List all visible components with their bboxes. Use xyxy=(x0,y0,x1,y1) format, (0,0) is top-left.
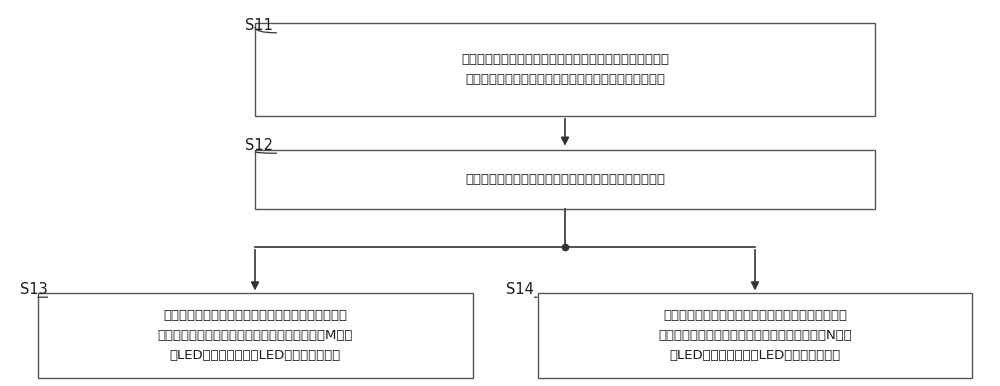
Text: 根据所述电源信号对，获取第一控制信号与第二控制信号: 根据所述电源信号对，获取第一控制信号与第二控制信号 xyxy=(465,173,665,186)
FancyBboxPatch shape xyxy=(255,149,875,209)
Text: S14: S14 xyxy=(506,282,534,297)
FancyBboxPatch shape xyxy=(538,293,972,378)
Text: S11: S11 xyxy=(245,18,273,32)
Text: 根据预设控制策略输出电源信号对；其中，所述电源信号对
用于控制所述第一光源阵列与所述第二光源矩阵交替通电: 根据预设控制策略输出电源信号对；其中，所述电源信号对 用于控制所述第一光源阵列与… xyxy=(461,53,669,86)
FancyBboxPatch shape xyxy=(255,23,875,116)
Text: S13: S13 xyxy=(20,282,48,297)
Text: 当所述第二光源阵列通电时，向所述第二光源阵列输
出所述第二控制信号，控制所述第二光源阵列中N个所
述LED元素中每个所述LED元素的亮灭方式: 当所述第二光源阵列通电时，向所述第二光源阵列输 出所述第二控制信号，控制所述第二… xyxy=(658,309,852,362)
FancyBboxPatch shape xyxy=(38,293,473,378)
Text: 当所述第一光源阵列通电时，向所述第一光源阵列输
出所述第一控制信号，控制所述第一光源阵列中M个所
述LED元素中每个所述LED元素的亮灭方式: 当所述第一光源阵列通电时，向所述第一光源阵列输 出所述第一控制信号，控制所述第一… xyxy=(157,309,353,362)
Text: S12: S12 xyxy=(245,138,273,153)
